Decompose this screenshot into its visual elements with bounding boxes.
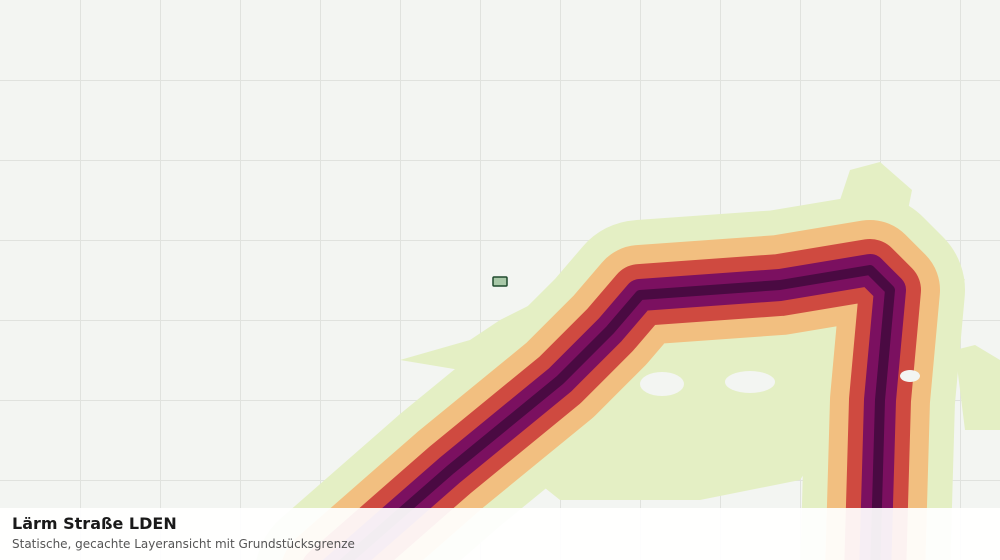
quiet-holes [640,370,920,396]
layer-subtitle: Statische, gecachte Layeransicht mit Gru… [12,537,355,551]
info-panel: Lärm Straße LDEN Statische, gecachte Lay… [0,508,1000,560]
layer-title: Lärm Straße LDEN [12,514,177,533]
parcel-boundary [492,276,508,287]
noise-zones [256,195,965,560]
